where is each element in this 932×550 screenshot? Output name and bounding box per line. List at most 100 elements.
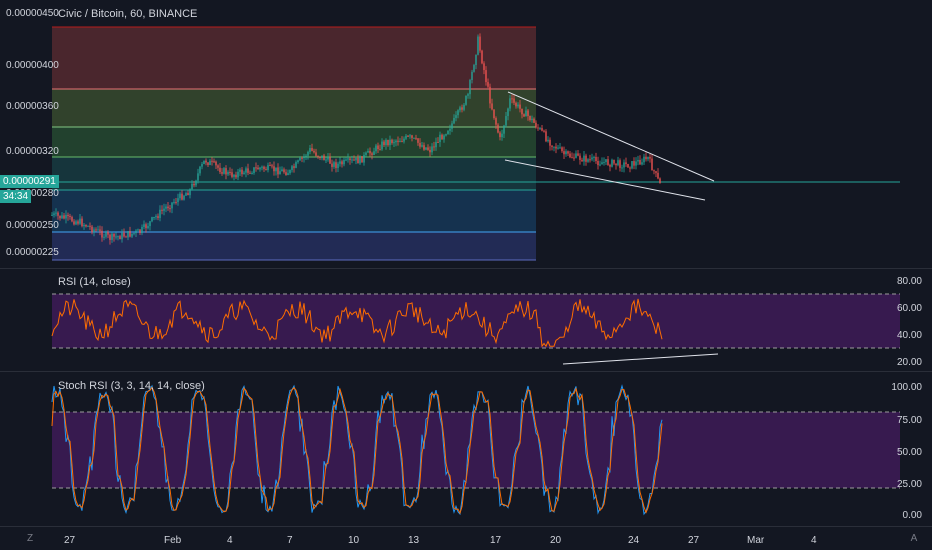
candle-body — [565, 151, 567, 155]
candle-body — [225, 168, 227, 175]
candle-body — [115, 236, 117, 238]
candle-body — [463, 104, 465, 110]
candle-body — [199, 166, 201, 174]
candle-body — [519, 104, 521, 109]
candle-body — [449, 128, 451, 131]
current-price-tag: 0.00000291 — [0, 175, 59, 188]
candle-body — [213, 161, 215, 163]
wedge-upper-line — [507, 91, 715, 182]
candle-body — [329, 156, 331, 164]
candle-body — [291, 166, 293, 170]
candle-body — [263, 166, 265, 170]
candle-body — [293, 166, 295, 168]
stoch-svg — [51, 384, 900, 516]
candle-body — [507, 108, 509, 117]
candle-body — [113, 233, 115, 237]
stoch-k-line — [51, 384, 663, 516]
candle-body — [635, 161, 637, 166]
candle-body — [93, 229, 95, 233]
candle-body — [429, 149, 431, 153]
countdown-tag: 34:34 — [0, 190, 32, 203]
time-axis-label-4: 10 — [348, 535, 360, 546]
candle-body — [107, 232, 109, 235]
candle-body — [625, 162, 627, 165]
candle-body — [383, 141, 385, 146]
candle-body — [653, 170, 655, 172]
candle-body — [349, 158, 351, 160]
timezone-icon[interactable]: Z — [26, 533, 34, 544]
candle-body — [277, 167, 279, 175]
candle-body — [85, 224, 87, 227]
candle-body — [453, 117, 455, 124]
candle-body — [229, 172, 231, 174]
candle-body — [237, 171, 239, 178]
time-axis-label-11: 4 — [811, 535, 817, 546]
wedge-lower-line — [504, 159, 706, 201]
time-axis-label-10: Mar — [747, 535, 765, 546]
candle-body — [455, 115, 457, 118]
candle-body — [283, 169, 285, 173]
candle-body — [355, 157, 357, 161]
candle-body — [425, 147, 427, 150]
candle-body — [485, 70, 487, 83]
candle-body — [313, 150, 315, 153]
rsi-axis-label-2: 40.00 — [896, 330, 922, 341]
candle-body — [413, 137, 415, 139]
price-axis-label-1: 0.00000400 — [6, 60, 59, 71]
price-axis-label-2: 0.00000360 — [6, 101, 59, 112]
candle-body — [57, 212, 59, 216]
candle-body — [127, 231, 129, 238]
candle-body — [363, 154, 365, 163]
candle-body — [401, 141, 403, 143]
candle-body — [177, 198, 179, 203]
candle-body — [231, 172, 233, 177]
stoch-rsi-pane[interactable]: Stoch RSI (3, 3, 14, 14, close) 100.00 75… — [0, 372, 932, 522]
candle-body — [585, 155, 587, 162]
rsi-pane[interactable]: RSI (14, close) 80.00 60.00 40.00 20.00 — [0, 270, 932, 370]
candle-body — [529, 115, 531, 121]
candle-body — [327, 156, 329, 160]
candle-body — [435, 141, 437, 148]
candle-body — [527, 110, 529, 116]
candle-body — [381, 141, 383, 150]
candle-body — [215, 161, 217, 166]
price-axis-label-6: 0.00000225 — [6, 247, 59, 258]
candle-body — [95, 229, 97, 231]
candle-body — [289, 169, 291, 174]
candle-body — [189, 189, 191, 196]
candle-body — [371, 153, 373, 155]
auto-scale-icon[interactable]: A — [910, 533, 918, 544]
candle-body — [589, 159, 591, 161]
candle-body — [259, 167, 261, 170]
candle-body — [305, 155, 307, 157]
candle-body — [279, 171, 281, 175]
main-chart-pane[interactable]: Civic / Bitcoin, 60, BINANCE 0.00000450 0… — [0, 0, 932, 265]
candle-body — [165, 206, 167, 209]
candle-body — [221, 172, 223, 174]
candle-body — [445, 134, 447, 136]
chart-title: Civic / Bitcoin, 60, BINANCE — [58, 8, 198, 20]
candle-body — [535, 122, 537, 128]
time-axis[interactable]: 27 Feb 4 7 10 13 17 20 24 27 Mar 4 — [0, 527, 932, 550]
candle-body — [173, 201, 175, 203]
candle-body — [475, 54, 477, 65]
fib-band-lightgreen — [52, 89, 536, 127]
candle-body — [461, 107, 463, 110]
price-axis-label-5: 0.00000250 — [6, 220, 59, 231]
candle-body — [575, 153, 577, 158]
stoch-axis-label-2: 50.00 — [896, 447, 922, 458]
candle-body — [533, 118, 535, 123]
candle-body — [457, 110, 459, 116]
candle-body — [655, 171, 657, 173]
candle-body — [51, 214, 53, 216]
candle-body — [75, 221, 77, 225]
candle-body — [235, 174, 237, 178]
candle-body — [541, 128, 543, 131]
candle-body — [129, 231, 131, 237]
rsi-title: RSI (14, close) — [58, 276, 131, 288]
candle-body — [101, 230, 103, 238]
candle-body — [331, 163, 333, 167]
candle-body — [499, 132, 501, 138]
candle-body — [389, 139, 391, 146]
rsi-svg — [51, 293, 900, 365]
